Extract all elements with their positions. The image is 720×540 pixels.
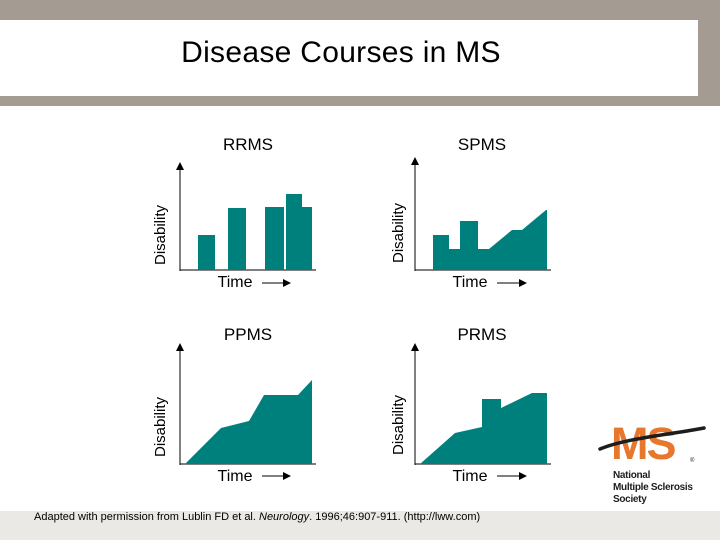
logo-org-line-1: National (613, 470, 651, 481)
ylabel-rrms: Disability (152, 204, 169, 265)
citation-journal: Neurology (259, 511, 310, 523)
panel-title-rrms: RRMS (223, 135, 273, 154)
logo-org-line-3: Society (613, 494, 647, 505)
citation: Adapted with permission from Lublin FD e… (34, 511, 480, 523)
panel-spms: SPMS Disability Time (390, 135, 551, 291)
registered-mark: ® (690, 457, 695, 464)
footer-band (0, 511, 720, 540)
citation-details: . 1996;46:907-911. (http://lww.com) (309, 511, 481, 523)
logo-org-line-2: Multiple Sclerosis (613, 482, 693, 493)
ylabel-spms: Disability (390, 202, 407, 263)
xlabel-rrms: Time (218, 274, 253, 291)
relapse-bar (198, 235, 215, 270)
ylabel-ppms: Disability (152, 396, 169, 457)
panel-title-ppms: PPMS (224, 325, 272, 344)
citation-text: Adapted with permission from Lublin FD e… (34, 511, 259, 523)
course-rrms (198, 194, 312, 270)
relapse-bar (302, 207, 312, 270)
title-box (0, 20, 698, 96)
course-prms (420, 393, 547, 464)
panel-rrms: RRMS Disability Time (152, 135, 316, 291)
panel-title-prms: PRMS (457, 325, 506, 344)
course-ppms (185, 380, 312, 464)
ylabel-prms: Disability (390, 394, 407, 455)
course-spms (433, 210, 547, 270)
relapse-bar (228, 208, 246, 270)
slide-title: Disease Courses in MS (181, 36, 501, 69)
panel-prms: PRMS Disability Time (390, 325, 551, 485)
panel-ppms: PPMS Disability Time (152, 325, 316, 485)
xlabel-prms: Time (453, 468, 488, 485)
relapse-bar (265, 207, 284, 270)
panel-title-spms: SPMS (458, 135, 506, 154)
relapse-bar (286, 194, 302, 270)
xlabel-spms: Time (453, 274, 488, 291)
logo-swoosh (598, 426, 706, 451)
xlabel-ppms: Time (218, 468, 253, 485)
ms-society-logo: MS ® (598, 418, 706, 469)
